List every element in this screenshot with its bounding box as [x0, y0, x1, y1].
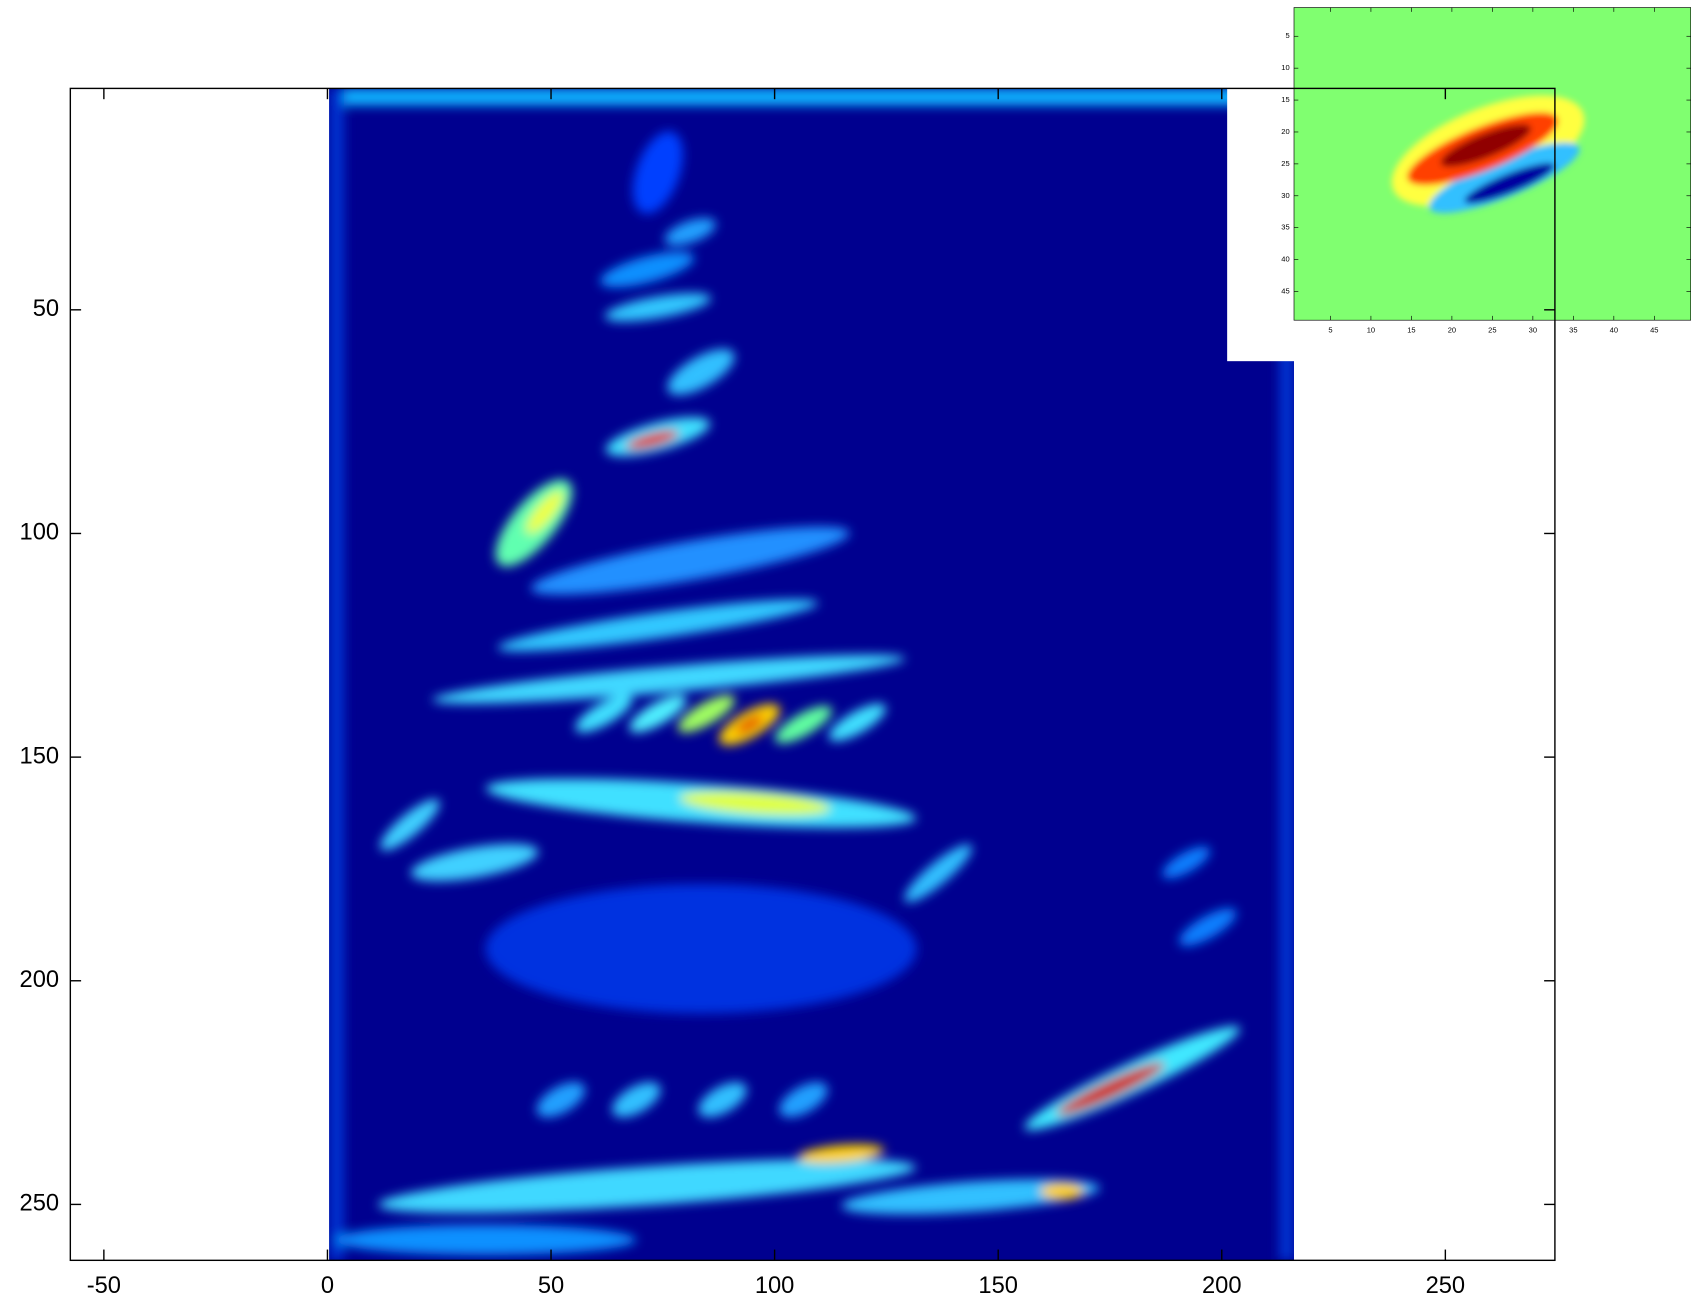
x-tick-label: 20 — [1448, 325, 1456, 334]
x-tick-label: 150 — [978, 1273, 1018, 1299]
x-tick-label: 250 — [1426, 1273, 1466, 1299]
y-tick-label: 50 — [33, 296, 59, 322]
x-tick-label: -50 — [87, 1273, 121, 1299]
image-features — [329, 88, 1294, 1261]
y-tick-label: 5 — [1285, 31, 1289, 40]
y-tick-label: 35 — [1281, 223, 1289, 232]
x-tick-label: 15 — [1407, 325, 1415, 334]
x-tick-label: 30 — [1529, 325, 1537, 334]
x-tick-label: 25 — [1488, 325, 1496, 334]
y-tick-label: 20 — [1281, 127, 1289, 136]
axes-frame — [69, 87, 1556, 1262]
x-tick-label: 5 — [1328, 325, 1332, 334]
x-tick-label: 45 — [1650, 325, 1658, 334]
x-tick-label: 100 — [755, 1273, 795, 1299]
x-tick-label: 35 — [1569, 325, 1577, 334]
x-tick-label: 50 — [538, 1273, 564, 1299]
y-tick-label: 40 — [1281, 255, 1289, 264]
axes: -50 0 50 100 150 200 250 50 100 150 200 250 5 10 15 20 2… — [20, 7, 1691, 1299]
x-tick-label: 200 — [1202, 1273, 1242, 1299]
y-tick-label: 30 — [1281, 191, 1289, 200]
y-tick-label: 250 — [20, 1191, 60, 1217]
y-tick-label: 10 — [1281, 63, 1289, 72]
main-image — [329, 88, 1294, 1261]
inset-image — [1294, 7, 1691, 321]
y-tick-label: 25 — [1281, 159, 1289, 168]
y-tick-label: 15 — [1281, 95, 1289, 104]
y-tick-label: 45 — [1281, 286, 1289, 295]
y-tick-label: 100 — [20, 520, 60, 546]
y-tick-label: 150 — [20, 743, 60, 769]
x-tick-label: 10 — [1367, 325, 1375, 334]
x-tick-label: 0 — [321, 1273, 334, 1299]
inset-features — [1391, 95, 1585, 214]
x-tick-label: 40 — [1610, 325, 1618, 334]
y-tick-label: 200 — [20, 967, 60, 993]
